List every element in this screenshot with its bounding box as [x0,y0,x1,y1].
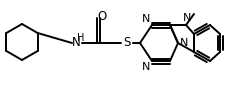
Text: O: O [97,11,107,23]
Text: N: N [183,13,191,23]
Text: N: N [142,14,150,24]
Text: N: N [180,38,188,48]
Text: N: N [142,62,150,72]
Text: H: H [77,33,85,43]
Text: S: S [123,36,131,49]
Text: N: N [72,36,80,49]
